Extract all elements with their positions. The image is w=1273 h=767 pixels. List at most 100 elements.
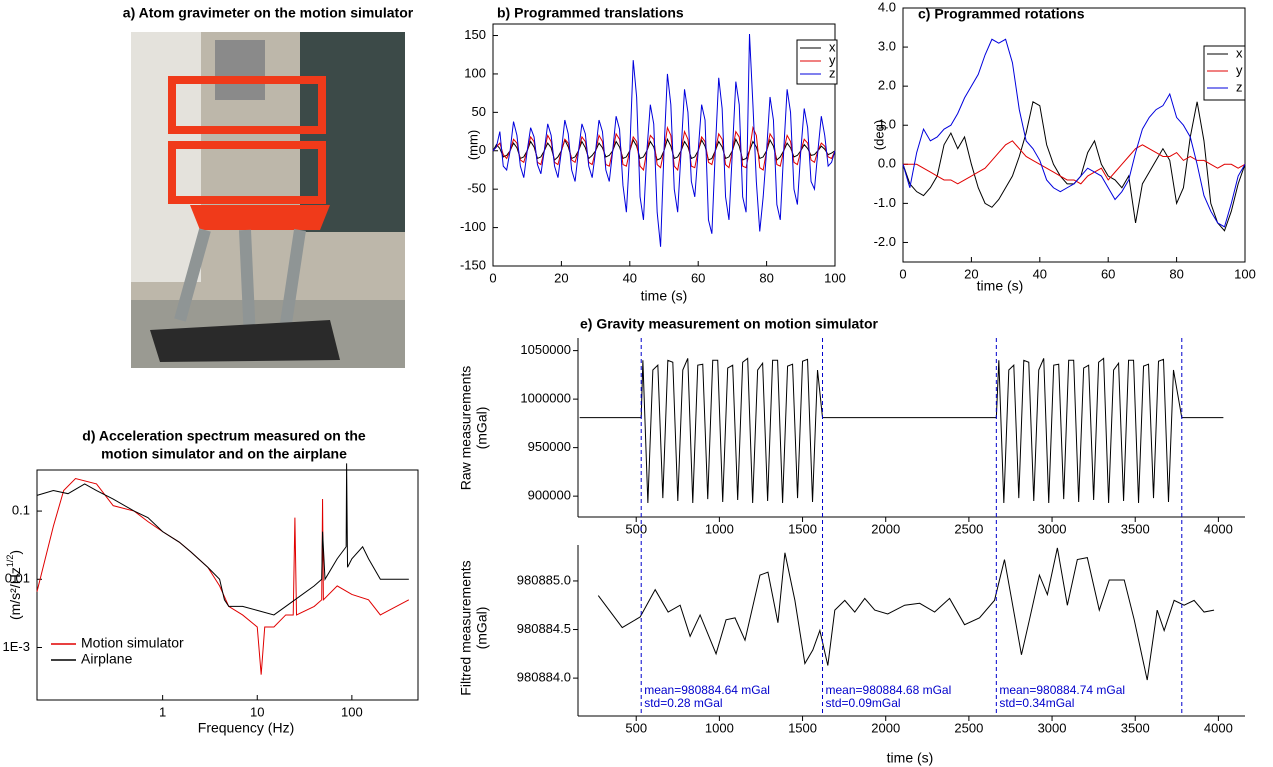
legend-label: z	[1236, 79, 1243, 94]
data-line	[902, 38, 1246, 228]
chart-title: c) Programmed rotations	[918, 6, 1085, 22]
x-tick-label: 2000	[871, 521, 900, 536]
chart-title: b) Programmed translations	[497, 5, 684, 21]
x-tick-label: 80	[759, 270, 773, 285]
y-tick-label: 980884.0	[517, 670, 571, 685]
x-axis-label: time (s)	[887, 750, 934, 766]
legend-box	[1203, 45, 1246, 101]
legend-label: x	[1236, 45, 1243, 60]
panel-title: a) Atom gravimeter on the motion simulat…	[123, 5, 414, 21]
y-axis-label: (mm)	[465, 130, 480, 160]
x-tick-label: 1500	[788, 720, 817, 735]
y-tick-label: -1.0	[874, 195, 896, 210]
x-tick-label: 4000	[1204, 720, 1233, 735]
y-tick-label: -2.0	[874, 234, 896, 249]
data-line	[36, 477, 410, 675]
plot: 500 1000 1500 2000 2500 3000 3500 4000 900000 950…	[520, 338, 1245, 536]
chart-title: e) Gravity measurement on motion simulat…	[580, 316, 879, 332]
data-line	[902, 101, 1246, 232]
legend-label: x	[829, 39, 836, 54]
plot-frame	[36, 469, 419, 701]
legend-label: y	[1236, 62, 1243, 77]
x-tick-label: 2000	[871, 720, 900, 735]
x-tick-label: 40	[623, 270, 637, 285]
chart-title: d) Acceleration spectrum measured on the	[82, 428, 366, 444]
y-tick-label: 980884.5	[517, 621, 571, 636]
x-tick-label: 60	[691, 270, 705, 285]
y-axis-label-part: )	[7, 550, 23, 555]
photo	[131, 32, 405, 368]
x-tick-label: 20	[554, 270, 568, 285]
y-tick-label: 150	[464, 27, 486, 42]
x-tick-label: 3500	[1121, 720, 1150, 735]
x-tick-label: 100	[341, 704, 363, 719]
y-tick-label: 3.0	[878, 39, 896, 54]
y-axis-label-part: (m/s²/Hz	[7, 567, 23, 620]
photo-frame	[168, 141, 326, 204]
x-tick-label: 2500	[954, 521, 983, 536]
y-tick-label: 0.1	[12, 503, 30, 518]
x-tick-label: 1000	[705, 521, 734, 536]
y-tick-label: -150	[460, 257, 486, 272]
y-tick-label: -100	[460, 219, 486, 234]
x-tick-label: 0	[899, 266, 906, 281]
x-axis-label: time (s)	[977, 278, 1024, 294]
y-tick-label: 1.0	[878, 117, 896, 132]
y-tick-label: 1000000	[520, 391, 571, 406]
x-tick-label: 3000	[1038, 720, 1067, 735]
annotation: mean=980884.68 mGal	[826, 683, 952, 697]
x-tick-label: 10	[250, 704, 264, 719]
x-tick-label: 60	[1101, 266, 1115, 281]
x-tick-label: 100	[824, 270, 846, 285]
y-tick-label: 2.0	[878, 78, 896, 93]
y-tick-label: 980885.0	[517, 572, 571, 587]
x-tick-label: 4000	[1204, 521, 1233, 536]
y-tick-label: 0.01	[5, 571, 30, 586]
x-axis-label: time (s)	[641, 288, 688, 304]
x-tick-label: 0	[489, 270, 496, 285]
y-axis-label-sup: 1/2	[5, 555, 15, 568]
y-axis-label: Filtred measurements	[458, 560, 474, 695]
x-tick-label: 500	[625, 521, 647, 536]
y-tick-label: 1050000	[520, 342, 571, 357]
y-tick-label: 0	[479, 142, 486, 157]
legend-label: y	[829, 52, 836, 67]
legend-label: Airplane	[81, 651, 133, 667]
legend-box	[796, 39, 838, 85]
y-axis-label: Raw measurements	[458, 366, 474, 491]
x-tick-label: 3500	[1121, 521, 1150, 536]
annotation: std=0.34mGal	[999, 696, 1074, 710]
x-tick-label: 40	[1033, 266, 1047, 281]
y-axis-label: (mGal)	[474, 407, 490, 450]
data-line	[492, 33, 836, 247]
plot-frame	[902, 7, 1246, 263]
photo-plate	[190, 205, 330, 230]
y-tick-label: 4.0	[878, 0, 896, 14]
data-line	[597, 547, 1215, 681]
x-tick-label: 3000	[1038, 521, 1067, 536]
y-tick-label: 950000	[528, 439, 571, 454]
annotation: std=0.09mGal	[826, 696, 901, 710]
photo-base	[150, 320, 340, 362]
x-tick-label: 1000	[705, 720, 734, 735]
data-line	[579, 357, 1224, 503]
annotation: mean=980884.74 mGal	[999, 683, 1125, 697]
x-tick-label: 2500	[954, 720, 983, 735]
annotation: mean=980884.64 mGal	[644, 683, 770, 697]
y-tick-label: 50	[472, 104, 486, 119]
x-tick-label: 20	[964, 266, 978, 281]
y-axis-label: (deg)	[871, 120, 886, 150]
annotation: std=0.28 mGal	[644, 696, 722, 710]
y-tick-label: 900000	[528, 488, 571, 503]
y-tick-label: 0.0	[878, 156, 896, 171]
y-tick-label: 1E-3	[3, 639, 30, 654]
plot: 1 10 100 1E-3 0.01 0.1 Motion simulatorAirplan…	[3, 463, 419, 719]
photo-column	[215, 40, 265, 100]
photo-leg	[279, 229, 306, 331]
y-axis-label: (m/s²/Hz1/2)	[5, 550, 22, 620]
photo-wall	[131, 32, 201, 282]
y-axis-label: (mGal)	[474, 607, 490, 650]
plot: 0 20 40 60 80 100 -2.0 -1.0 0.0 1.0 2.0 3.0 4.0 xyz	[874, 0, 1256, 281]
data-line	[36, 463, 409, 616]
